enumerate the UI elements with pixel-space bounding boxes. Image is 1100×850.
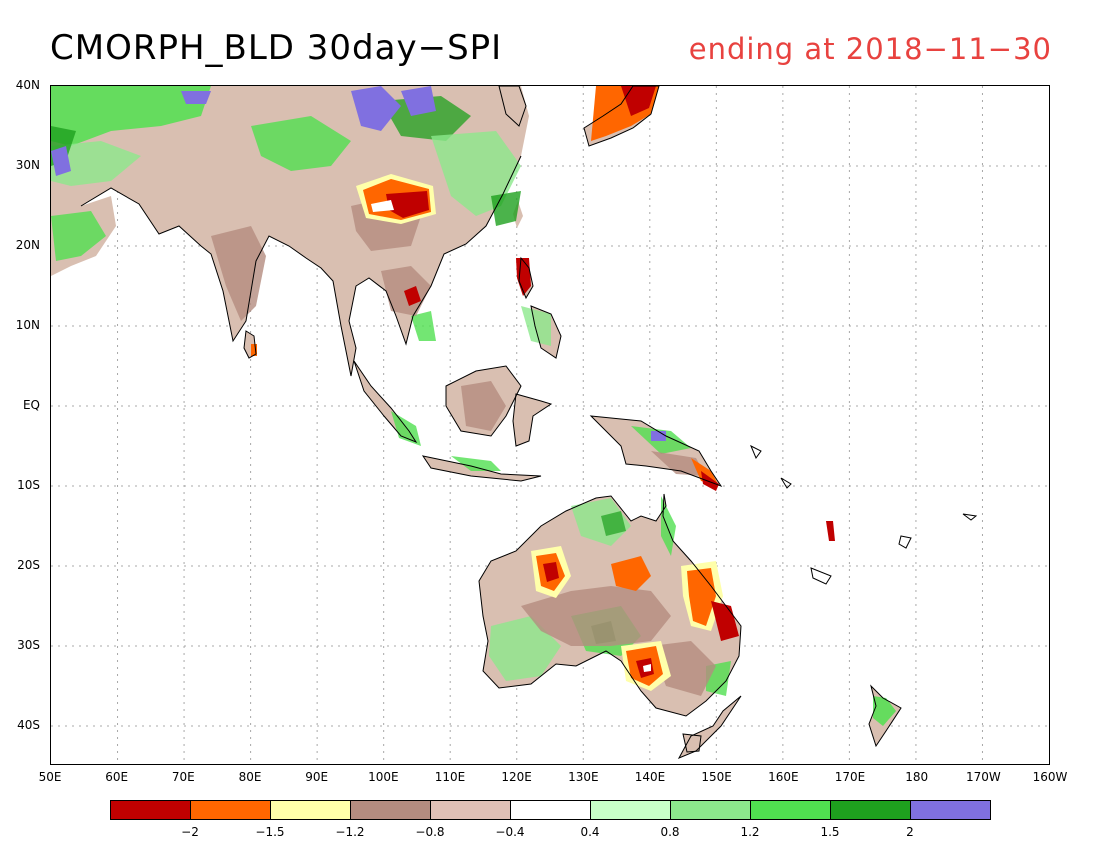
latitude-label: 40S <box>17 718 40 732</box>
coastlines <box>80 86 978 759</box>
colorbar-swatch <box>430 800 511 820</box>
longitude-label: 170W <box>965 770 1001 784</box>
colorbar-swatch <box>910 800 991 820</box>
colorbar-swatch <box>190 800 271 820</box>
longitude-label: 130E <box>568 770 599 784</box>
latitude-label: 10S <box>17 478 40 492</box>
longitude-label: 160E <box>768 770 799 784</box>
colorbar-label: 0.8 <box>660 825 680 839</box>
longitude-label: 140E <box>634 770 666 784</box>
map-subtitle: ending at 2018−11−30 <box>688 32 1052 66</box>
colorbar-label: −0.4 <box>495 825 525 839</box>
colorbar-swatch <box>350 800 431 820</box>
latitude-label: 30N <box>15 158 40 172</box>
longitude-label: 100E <box>368 770 399 784</box>
latitude-label: EQ <box>22 398 40 412</box>
longitude-label: 170E <box>834 770 866 784</box>
longitude-label: 70E <box>171 770 195 784</box>
spi-anomaly-patches <box>51 86 896 726</box>
spi-map <box>51 86 1049 764</box>
map-title: CMORPH_BLD 30day−SPI <box>50 28 503 68</box>
colorbar-swatch <box>750 800 831 820</box>
longitude-label: 150E <box>701 770 732 784</box>
colorbar-label: 0.4 <box>580 825 600 839</box>
latitude-label: 20S <box>17 558 40 572</box>
colorbar-label: 2 <box>906 825 914 839</box>
colorbar-swatch <box>510 800 591 820</box>
colorbar-swatch <box>110 800 191 820</box>
colorbar-swatch <box>590 800 671 820</box>
map-panel <box>50 85 1050 765</box>
colorbar-label: −1.2 <box>335 825 365 839</box>
colorbar-label: −0.8 <box>415 825 445 839</box>
colorbar-label: −2 <box>181 825 199 839</box>
colorbar-swatch <box>830 800 911 820</box>
longitude-label: 50E <box>38 770 62 784</box>
longitude-label: 160W <box>1032 770 1068 784</box>
latitude-label: 20N <box>15 238 40 252</box>
latitude-label: 10N <box>15 318 40 332</box>
colorbar-swatch <box>270 800 351 820</box>
colorbar-label: 1.5 <box>820 825 840 839</box>
longitude-label: 110E <box>434 770 466 784</box>
longitude-label: 60E <box>105 770 129 784</box>
latitude-label: 40N <box>15 78 40 92</box>
longitude-label: 180 <box>905 770 929 784</box>
latitude-label: 30S <box>17 638 40 652</box>
longitude-label: 80E <box>238 770 262 784</box>
colorbar-swatch <box>670 800 751 820</box>
colorbar-label: 1.2 <box>740 825 760 839</box>
longitude-label: 120E <box>501 770 532 784</box>
longitude-label: 90E <box>305 770 329 784</box>
colorbar-label: −1.5 <box>255 825 285 839</box>
